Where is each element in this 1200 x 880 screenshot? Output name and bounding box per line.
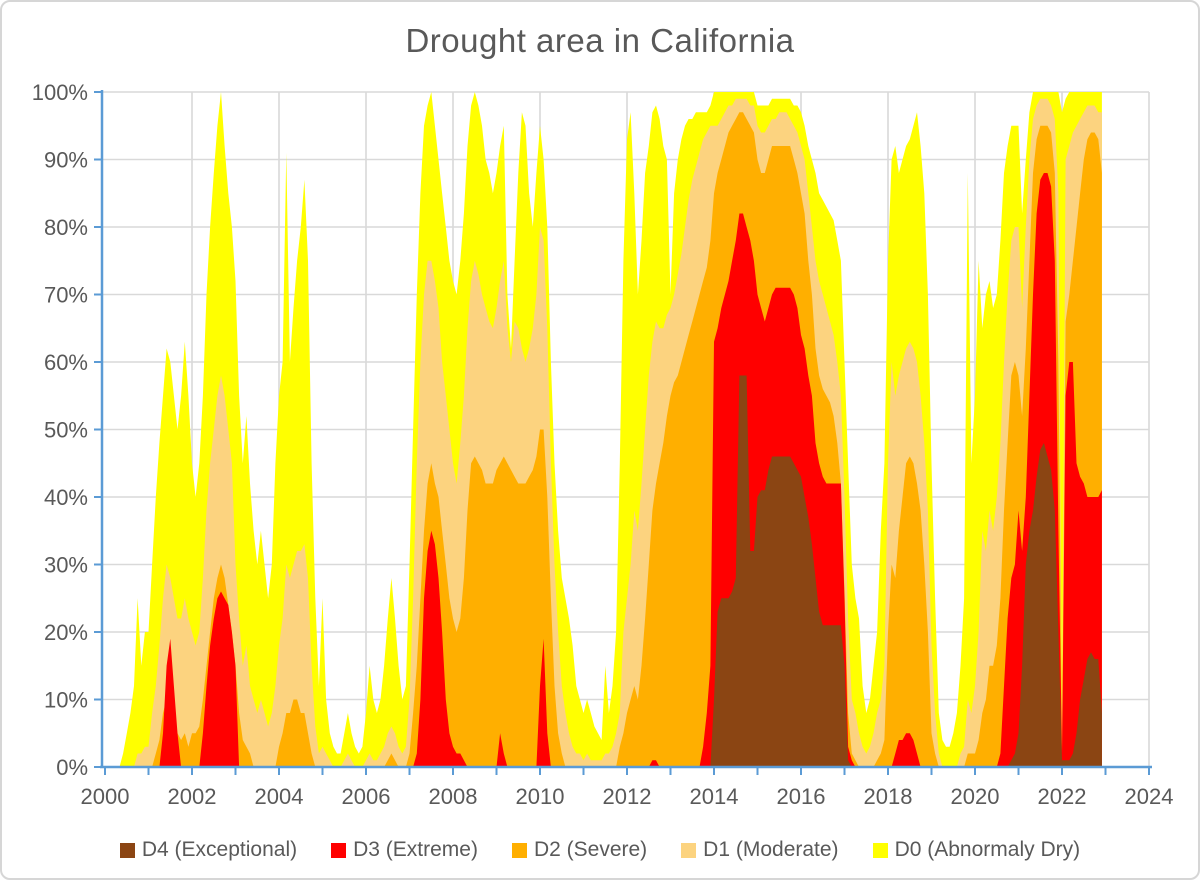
- x-tick-label: 2012: [603, 784, 652, 809]
- x-tick-label: 2022: [1038, 784, 1087, 809]
- x-tick-label: 2008: [429, 784, 478, 809]
- axes: [94, 90, 1152, 775]
- x-tick-label: 2016: [777, 784, 826, 809]
- legend-item-d4: D4 (Exceptional): [119, 838, 298, 862]
- y-tick-label: 10%: [44, 688, 88, 713]
- y-tick-label: 20%: [44, 620, 88, 645]
- legend-swatch-d1: [681, 842, 697, 858]
- area-d2: [105, 112, 1102, 768]
- y-tick-label: 80%: [44, 215, 88, 240]
- legend-item-d1: D1 (Moderate): [681, 838, 839, 862]
- legend-label-d4: D4 (Exceptional): [141, 838, 298, 861]
- x-tick-label: 2024: [1125, 784, 1174, 809]
- x-tick-label: 2020: [951, 784, 1000, 809]
- legend-item-d3: D3 (Extreme): [331, 838, 478, 862]
- legend-label-d3: D3 (Extreme): [353, 838, 478, 861]
- axis-labels: 0% 10% 20% 30% 40% 50% 60% 70% 80% 90% 100% 2000 200…: [32, 80, 1174, 809]
- x-tick-label: 2014: [690, 784, 739, 809]
- y-tick-label: 0%: [56, 755, 88, 780]
- legend-item-d0: D0 (Abnormaly Dry): [872, 838, 1081, 862]
- x-tick-label: 2006: [342, 784, 391, 809]
- legend-swatch-d2: [511, 842, 527, 858]
- y-tick-label: 100%: [32, 80, 88, 105]
- x-tick-label: 2010: [516, 784, 565, 809]
- legend-label-d1: D1 (Moderate): [703, 838, 839, 861]
- legend-item-d2: D2 (Severe): [511, 838, 648, 862]
- legend-swatch-d0: [872, 842, 888, 858]
- x-tick-label: 2000: [81, 784, 130, 809]
- y-tick-label: 40%: [44, 485, 88, 510]
- legend-label-d0: D0 (Abnormaly Dry): [894, 838, 1081, 861]
- y-tick-label: 70%: [44, 283, 88, 308]
- legend-label-d2: D2 (Severe): [533, 838, 648, 861]
- area-d0: [105, 92, 1102, 767]
- y-tick-label: 30%: [44, 553, 88, 578]
- legend-swatch-d4: [119, 842, 135, 858]
- y-tick-label: 90%: [44, 148, 88, 173]
- y-tick-label: 50%: [44, 418, 88, 443]
- chart-legend: D4 (Exceptional) D3 (Extreme) D2 (Severe) D…: [2, 838, 1198, 862]
- y-tick-label: 60%: [44, 350, 88, 375]
- chart-title: Drought area in California: [405, 22, 795, 59]
- area-series: [105, 92, 1102, 768]
- x-tick-label: 2018: [864, 784, 913, 809]
- legend-swatch-d3: [331, 842, 347, 858]
- x-tick-label: 2004: [255, 784, 304, 809]
- x-tick-label: 2002: [168, 784, 217, 809]
